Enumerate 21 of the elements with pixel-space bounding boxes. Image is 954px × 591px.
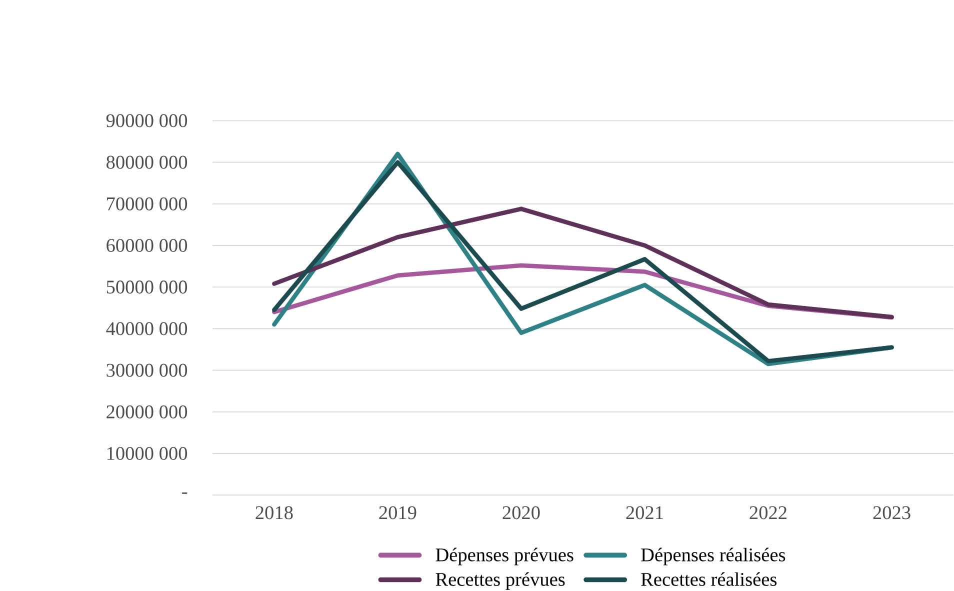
legend-label: Dépenses prévues — [436, 548, 574, 566]
legend-label: Dépenses réalisées — [641, 548, 786, 566]
x-tick-label: 2018 — [256, 506, 293, 520]
y-tick-label: 20000 000 — [106, 405, 188, 418]
y-tick-label: 80000 000 — [106, 156, 188, 169]
y-tick-label: 70000 000 — [107, 197, 188, 210]
y-tick-label: 10000 000 — [107, 446, 188, 460]
y-tick-label: 90000 000 — [106, 114, 188, 128]
y-tick-label: 60000 000 — [106, 238, 188, 252]
x-tick-label: 2021 — [626, 506, 663, 520]
y-tick-label: 30000 000 — [106, 364, 188, 377]
y-tick-label: - — [182, 492, 188, 494]
x-tick-label: 2020 — [502, 506, 540, 520]
legend-label: Recettes réalisées — [641, 572, 777, 586]
y-tick-label: 40000 000 — [106, 322, 188, 336]
x-tick-label: 2023 — [873, 506, 910, 520]
y-tick-label: 50000 000 — [106, 280, 188, 294]
x-tick-label: 2022 — [750, 506, 786, 520]
x-tick-label: 2019 — [379, 506, 416, 520]
line-series — [272, 206, 894, 320]
legend-label: Recettes prévues — [436, 572, 565, 590]
